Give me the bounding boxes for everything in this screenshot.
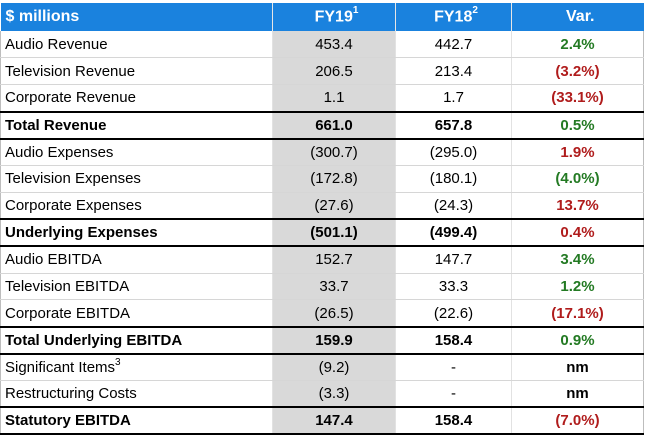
header-fy19: FY191	[272, 3, 396, 31]
row-label: Television EBITDA	[0, 273, 273, 301]
row-label: Audio Revenue	[0, 31, 273, 59]
fy18-value: 158.4	[395, 406, 512, 436]
variance-value: 0.4%	[511, 218, 644, 248]
fy18-value: -	[395, 353, 512, 382]
row-label: Corporate Revenue	[0, 84, 273, 113]
variance-value: nm	[511, 380, 644, 408]
table-row: Television Expenses (172.8) (180.1) (4.0%)	[0, 165, 644, 193]
fy18-value: (295.0)	[395, 138, 512, 166]
fy19-footnote: 1	[352, 5, 359, 17]
row-label: Television Revenue	[0, 57, 273, 86]
fy18-value: (24.3)	[395, 192, 512, 220]
variance-value: 0.9%	[511, 325, 644, 355]
table-row: Total Underlying EBITDA 159.9 158.4 0.9%	[0, 325, 644, 355]
table-body: Audio Revenue 453.4 442.7 2.4% Television Re…	[0, 31, 644, 436]
variance-value: (3.2%)	[511, 57, 644, 86]
table-row: Audio Revenue 453.4 442.7 2.4%	[0, 31, 644, 59]
table-row: Significant Items3 (9.2) - nm	[0, 353, 644, 382]
row-label: Underlying Expenses	[0, 218, 273, 248]
table-row: Audio Expenses (300.7) (295.0) 1.9%	[0, 138, 644, 166]
row-label: Total Revenue	[0, 110, 273, 140]
fy19-value: 661.0	[272, 110, 396, 140]
fy18-value: 442.7	[395, 31, 512, 59]
fy18-value: 147.7	[395, 246, 512, 274]
header-fy18: FY182	[395, 3, 512, 31]
fy19-value: (501.1)	[272, 218, 396, 248]
fy19-value: 159.9	[272, 325, 396, 355]
table-row: Television Revenue 206.5 213.4 (3.2%)	[0, 57, 644, 86]
fy19-value: (27.6)	[272, 192, 396, 220]
fy19-value: 453.4	[272, 31, 396, 59]
row-label: Significant Items3	[0, 353, 273, 382]
header-variance: Var.	[511, 3, 644, 31]
fy18-value: 213.4	[395, 57, 512, 86]
table-row: Television EBITDA 33.7 33.3 1.2%	[0, 273, 644, 301]
fy19-value: 152.7	[272, 246, 396, 274]
table-row: Audio EBITDA 152.7 147.7 3.4%	[0, 246, 644, 274]
row-label: Statutory EBITDA	[0, 406, 273, 436]
fy19-value: (3.3)	[272, 380, 396, 408]
table-row: Statutory EBITDA 147.4 158.4 (7.0%)	[0, 406, 644, 436]
variance-value: 1.9%	[511, 138, 644, 166]
row-label: Restructuring Costs	[0, 380, 273, 408]
row-label: Audio Expenses	[0, 138, 273, 166]
fy19-value: 33.7	[272, 273, 396, 301]
row-label: Audio EBITDA	[0, 246, 273, 274]
variance-value: (4.0%)	[511, 165, 644, 193]
fy18-value: (180.1)	[395, 165, 512, 193]
row-footnote: 3	[115, 357, 121, 369]
table-row: Restructuring Costs (3.3) - nm	[0, 380, 644, 408]
fy18-value: -	[395, 380, 512, 408]
fy19-value: (172.8)	[272, 165, 396, 193]
row-label: Television Expenses	[0, 165, 273, 193]
row-label: Total Underlying EBITDA	[0, 325, 273, 355]
variance-value: 3.4%	[511, 246, 644, 274]
row-label: Corporate Expenses	[0, 192, 273, 220]
fy18-value: 158.4	[395, 325, 512, 355]
header-label-col: $ millions	[5, 8, 80, 25]
fy19-value: (9.2)	[272, 353, 396, 382]
table-row: Underlying Expenses (501.1) (499.4) 0.4%	[0, 218, 644, 248]
fy18-value: 33.3	[395, 273, 512, 301]
variance-value: (7.0%)	[511, 406, 644, 436]
table-header: $ millions FY191 FY182 Var.	[0, 3, 644, 31]
fy18-footnote: 2	[472, 5, 478, 17]
header-row: $ millions FY191 FY182 Var.	[0, 3, 644, 31]
fy19-value: 147.4	[272, 406, 396, 436]
fy19-value: (300.7)	[272, 138, 396, 166]
table-row: Corporate Expenses (27.6) (24.3) 13.7%	[0, 192, 644, 220]
fy18-value: 1.7	[395, 84, 512, 113]
variance-value: 0.5%	[511, 110, 644, 140]
fy18-value: 657.8	[395, 110, 512, 140]
financial-table: $ millions FY191 FY182 Var. Audio Revenu…	[0, 3, 644, 436]
table-row: Corporate Revenue 1.1 1.7 (33.1%)	[0, 84, 644, 113]
fy19-value: (26.5)	[272, 299, 396, 328]
fy19-value: 1.1	[272, 84, 396, 113]
variance-value: 13.7%	[511, 192, 644, 220]
row-label: Corporate EBITDA	[0, 299, 273, 328]
fy18-value: (499.4)	[395, 218, 512, 248]
variance-value: 1.2%	[511, 273, 644, 301]
variance-value: 2.4%	[511, 31, 644, 59]
variance-value: nm	[511, 353, 644, 382]
fy19-value: 206.5	[272, 57, 396, 86]
variance-value: (17.1%)	[511, 299, 644, 328]
fy18-value: (22.6)	[395, 299, 512, 328]
table-row: Total Revenue 661.0 657.8 0.5%	[0, 110, 644, 140]
table-row: Corporate EBITDA (26.5) (22.6) (17.1%)	[0, 299, 644, 328]
variance-value: (33.1%)	[511, 84, 644, 113]
